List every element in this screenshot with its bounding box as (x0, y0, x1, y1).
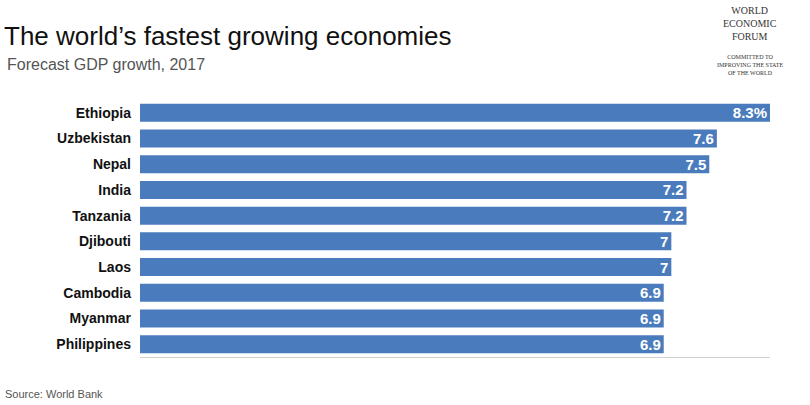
svg-text:India: India (98, 182, 131, 198)
svg-text:7.6: 7.6 (693, 130, 714, 147)
svg-text:Djibouti: Djibouti (79, 233, 131, 249)
svg-text:8.3%: 8.3% (733, 104, 767, 121)
svg-text:Nepal: Nepal (93, 156, 131, 172)
svg-text:6.9: 6.9 (640, 336, 661, 353)
svg-text:Ethiopia: Ethiopia (76, 105, 131, 121)
svg-text:Cambodia: Cambodia (63, 285, 131, 301)
svg-text:7.5: 7.5 (685, 156, 706, 173)
svg-text:7.2: 7.2 (663, 207, 684, 224)
svg-text:Philippines: Philippines (56, 336, 131, 352)
svg-text:The world’s fastest growing ec: The world’s fastest growing economies (4, 21, 452, 51)
svg-text:Laos: Laos (98, 259, 131, 275)
svg-text:Tanzania: Tanzania (72, 208, 131, 224)
svg-text:6.9: 6.9 (640, 310, 661, 327)
svg-text:WORLDECONOMICFORUM: WORLDECONOMICFORUM (723, 5, 777, 42)
svg-text:6.9: 6.9 (640, 284, 661, 301)
svg-text:Uzbekistan: Uzbekistan (57, 130, 131, 146)
svg-text:Source: World Bank: Source: World Bank (5, 388, 103, 400)
svg-text:Forecast GDP growth, 2017: Forecast GDP growth, 2017 (7, 56, 205, 73)
svg-text:Myanmar: Myanmar (70, 310, 132, 326)
svg-text:7: 7 (660, 259, 668, 276)
svg-text:7.2: 7.2 (663, 181, 684, 198)
svg-text:COMMITTED TOIMPROVING THE STAT: COMMITTED TOIMPROVING THE STATEOF THE WO… (717, 54, 783, 76)
svg-text:7: 7 (660, 233, 668, 250)
